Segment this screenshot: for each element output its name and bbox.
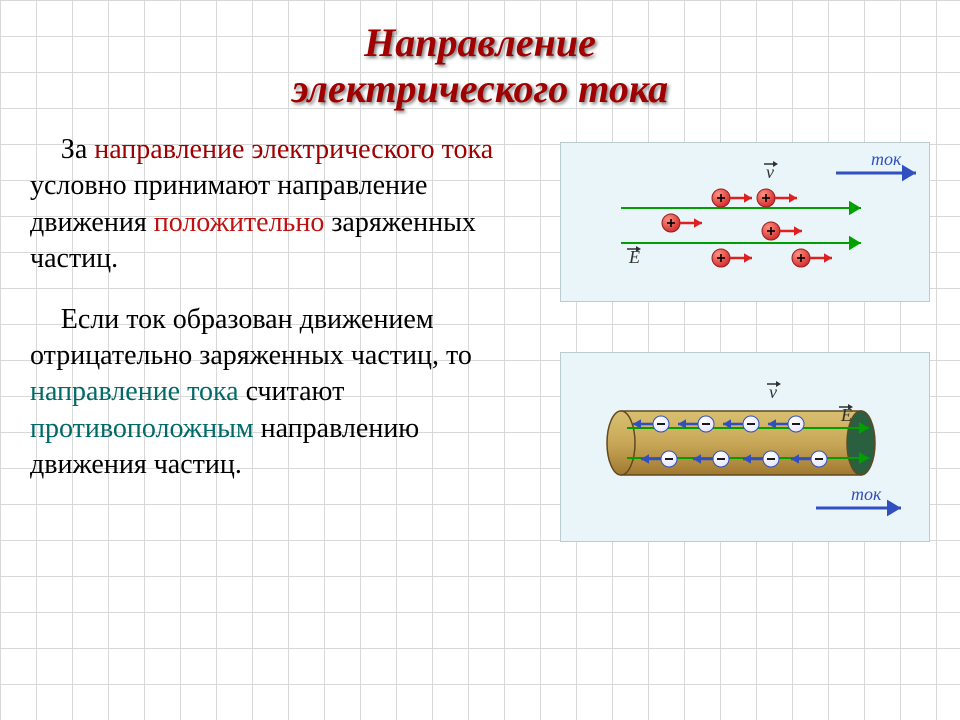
p1-kw1: направление электрического тока [94, 134, 493, 165]
fig2-svg: v Eток [561, 353, 931, 543]
slide-title: Направление электрического тока [30, 20, 930, 112]
paragraph-2: Если ток образован движением отрицательн… [30, 302, 540, 484]
body: За направление электрического тока услов… [30, 132, 930, 582]
figure-positive-charges: ток v E [560, 142, 930, 302]
svg-text:E: E [840, 405, 852, 425]
slide-content: Направление электрического тока За напра… [0, 0, 960, 602]
title-line-2: электрического тока [292, 66, 668, 111]
left-column: За направление электрического тока услов… [30, 132, 540, 582]
p1-kw2: положительно [154, 207, 325, 238]
p2-kw2: противоположным [30, 413, 254, 444]
svg-text:E: E [628, 247, 640, 267]
p2-kw1: направление тока [30, 376, 239, 407]
title-line-1: Направление [364, 20, 596, 65]
right-column: ток v E v Eток [560, 132, 930, 582]
svg-text:v: v [766, 162, 774, 182]
svg-text:ток: ток [851, 484, 882, 504]
p1-prefix: За [61, 134, 94, 165]
p2-mid1: считают [239, 376, 345, 407]
paragraph-1: За направление электрического тока услов… [30, 132, 540, 278]
fig1-svg: ток v E [561, 143, 931, 303]
svg-text:v: v [769, 382, 777, 402]
figure-negative-charges: v Eток [560, 352, 930, 542]
svg-text:ток: ток [871, 149, 902, 169]
p2-prefix: Если ток образован движением отрицательн… [30, 304, 472, 371]
